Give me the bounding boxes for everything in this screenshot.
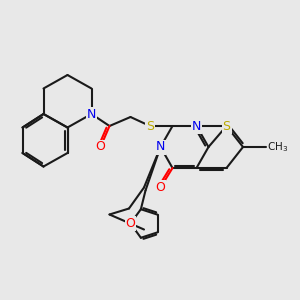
Text: N: N [156, 140, 165, 154]
Text: S: S [146, 119, 154, 133]
Text: O: O [126, 217, 135, 230]
Text: S: S [223, 119, 230, 133]
Text: N: N [192, 119, 201, 133]
Text: O: O [96, 140, 105, 154]
Text: CH$_3$: CH$_3$ [267, 140, 288, 154]
Text: N: N [87, 107, 96, 121]
Text: O: O [156, 181, 165, 194]
